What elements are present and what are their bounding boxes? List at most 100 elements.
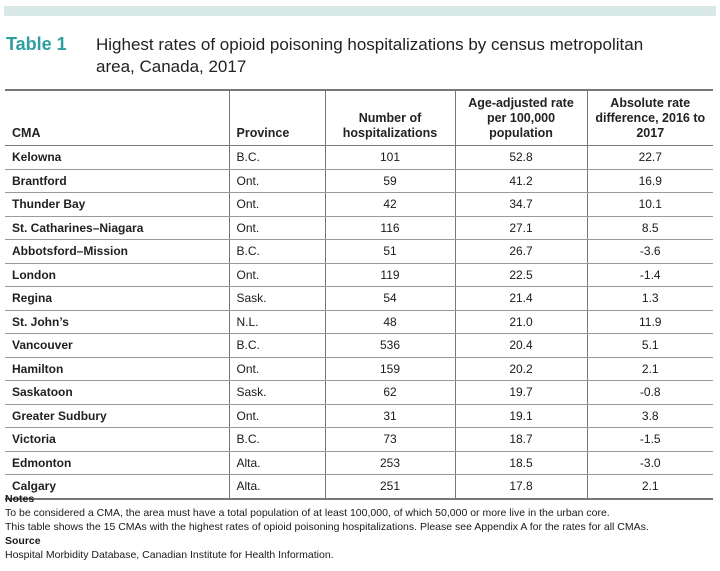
table-row: Brantford Ont. 59 41.2 16.9 [5,169,713,193]
cell-rate-difference: 2.1 [586,357,713,381]
notes-line-table-scope: This table shows the 15 CMAs with the hi… [5,521,649,533]
cell-cma: Victoria [5,427,229,452]
table-row: Hamilton Ont. 159 20.2 2.1 [5,357,713,381]
table-row: Thunder Bay Ont. 42 34.7 10.1 [5,192,713,217]
cell-province: Ont. [228,357,325,381]
cell-rate-difference: 8.5 [586,216,713,240]
cell-province: B.C. [228,427,325,452]
cell-rate-difference: -3.0 [586,451,713,475]
cell-age-adjusted-rate: 19.1 [454,404,587,428]
notes-line-cma-definition: To be considered a CMA, the area must ha… [5,507,610,519]
cell-hospitalizations: 253 [324,451,455,475]
opioid-hospitalizations-table: CMA Province Number of hospitalizations … [5,89,713,500]
cell-province: B.C. [228,239,325,264]
cell-hospitalizations: 119 [324,263,455,287]
cell-age-adjusted-rate: 19.7 [454,380,587,405]
cell-cma: Abbotsford–Mission [5,239,229,264]
cell-province: Alta. [228,451,325,475]
cell-province: Ont. [228,192,325,217]
cell-province: Ont. [228,263,325,287]
cell-age-adjusted-rate: 21.0 [454,310,587,334]
table-row: Abbotsford–Mission B.C. 51 26.7 -3.6 [5,239,713,264]
cell-age-adjusted-rate: 18.7 [454,427,587,452]
cell-cma: Greater Sudbury [5,404,229,428]
cell-rate-difference: 10.1 [586,192,713,217]
cell-age-adjusted-rate: 41.2 [454,169,587,193]
cell-age-adjusted-rate: 34.7 [454,192,587,217]
cell-cma: Thunder Bay [5,192,229,217]
table-row: Saskatoon Sask. 62 19.7 -0.8 [5,380,713,405]
cell-rate-difference: -0.8 [586,380,713,405]
cell-rate-difference: 16.9 [586,169,713,193]
cell-age-adjusted-rate: 20.4 [454,333,587,358]
column-header-age-adjusted-rate: Age-adjusted rate per 100,000 population [454,90,587,146]
cell-province: B.C. [228,333,325,358]
cell-hospitalizations: 31 [324,404,455,428]
table-row: Edmonton Alta. 253 18.5 -3.0 [5,451,713,475]
source-heading: Source [5,535,41,547]
cell-rate-difference: 3.8 [586,404,713,428]
cell-cma: Kelowna [5,145,229,170]
table-row: Regina Sask. 54 21.4 1.3 [5,286,713,311]
cell-cma: St. Catharines–Niagara [5,216,229,240]
cell-age-adjusted-rate: 17.8 [454,474,587,499]
column-header-hospitalizations: Number of hospitalizations [324,90,455,146]
cell-rate-difference: 11.9 [586,310,713,334]
cell-cma: St. John’s [5,310,229,334]
cell-rate-difference: 22.7 [586,145,713,170]
cell-age-adjusted-rate: 21.4 [454,286,587,311]
cell-rate-difference: 1.3 [586,286,713,311]
table-row: London Ont. 119 22.5 -1.4 [5,263,713,287]
cell-cma: Brantford [5,169,229,193]
cell-age-adjusted-rate: 22.5 [454,263,587,287]
table-row: Victoria B.C. 73 18.7 -1.5 [5,427,713,452]
cell-hospitalizations: 101 [324,145,455,170]
cell-cma: London [5,263,229,287]
column-header-cma: CMA [5,90,229,146]
cell-province: Ont. [228,169,325,193]
cell-hospitalizations: 62 [324,380,455,405]
table-number-label: Table 1 [6,34,67,54]
cell-hospitalizations: 54 [324,286,455,311]
cell-hospitalizations: 251 [324,474,455,499]
cell-rate-difference: -1.5 [586,427,713,452]
table-body: Kelowna B.C. 101 52.8 22.7 Brantford Ont. 59 41.… [5,145,713,499]
table-row: St. John’s N.L. 48 21.0 11.9 [5,310,713,334]
notes-heading: Notes [5,493,35,505]
table-row: Vancouver B.C. 536 20.4 5.1 [5,333,713,358]
cell-age-adjusted-rate: 26.7 [454,239,587,264]
cell-cma: Hamilton [5,357,229,381]
cell-province: Sask. [228,286,325,311]
cell-cma: Edmonton [5,451,229,475]
table-row: Calgary Alta. 251 17.8 2.1 [5,474,713,499]
cell-hospitalizations: 159 [324,357,455,381]
cell-rate-difference: 5.1 [586,333,713,358]
top-accent-bar [4,6,716,16]
cell-hospitalizations: 73 [324,427,455,452]
column-header-rate-difference: Absolute rate difference, 2016 to 2017 [586,90,713,146]
cell-age-adjusted-rate: 20.2 [454,357,587,381]
cell-province: Sask. [228,380,325,405]
header-row: CMA Province Number of hospitalizations … [5,90,713,146]
cell-province: Ont. [228,404,325,428]
column-header-province: Province [228,90,325,146]
cell-province: Alta. [228,474,325,499]
cell-hospitalizations: 536 [324,333,455,358]
table-title: Highest rates of opioid poisoning hospit… [96,35,644,76]
cell-cma: Calgary [12,479,57,494]
cell-hospitalizations: 48 [324,310,455,334]
cell-province: N.L. [228,310,325,334]
cell-province: Ont. [228,216,325,240]
cell-cma: Regina [5,286,229,311]
notes-section: Notes To be considered a CMA, the area m… [5,492,715,562]
source-text: Hospital Morbidity Database, Canadian In… [5,549,334,561]
cell-rate-difference: -3.6 [586,239,713,264]
cell-hospitalizations: 59 [324,169,455,193]
table-row: St. Catharines–Niagara Ont. 116 27.1 8.5 [5,216,713,240]
cell-cma: Vancouver [5,333,229,358]
cell-age-adjusted-rate: 27.1 [454,216,587,240]
cell-hospitalizations: 42 [324,192,455,217]
cell-hospitalizations: 51 [324,239,455,264]
cell-hospitalizations: 116 [324,216,455,240]
table-row: Greater Sudbury Ont. 31 19.1 3.8 [5,404,713,428]
